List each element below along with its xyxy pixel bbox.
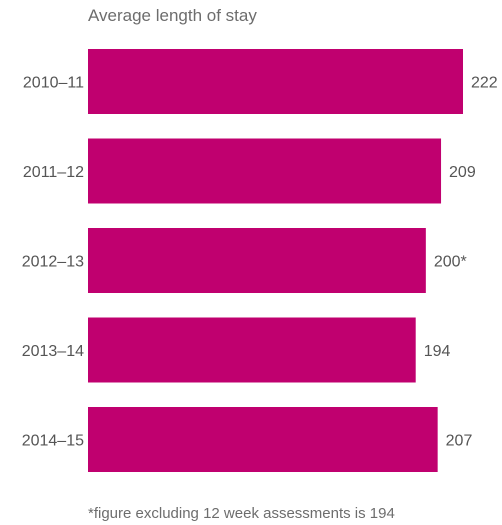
category-label: 2013–14 — [22, 343, 84, 360]
chart-title: Average length of stay — [88, 6, 257, 25]
value-label: 194 — [424, 343, 451, 360]
value-label: 222 — [471, 75, 498, 92]
value-label: 200* — [434, 254, 467, 271]
bar — [88, 49, 463, 114]
bar — [88, 138, 442, 204]
category-label: 2012–13 — [22, 254, 84, 271]
category-label: 2011–12 — [23, 164, 84, 181]
category-label: 2014–15 — [22, 433, 84, 450]
chart-footnote: *figure excluding 12 week assessments is… — [88, 505, 395, 522]
bar — [88, 317, 416, 383]
bar — [88, 228, 426, 293]
value-label: 209 — [449, 164, 476, 181]
category-label: 2010–11 — [23, 75, 84, 92]
bar — [88, 407, 438, 472]
value-label: 207 — [446, 433, 473, 450]
